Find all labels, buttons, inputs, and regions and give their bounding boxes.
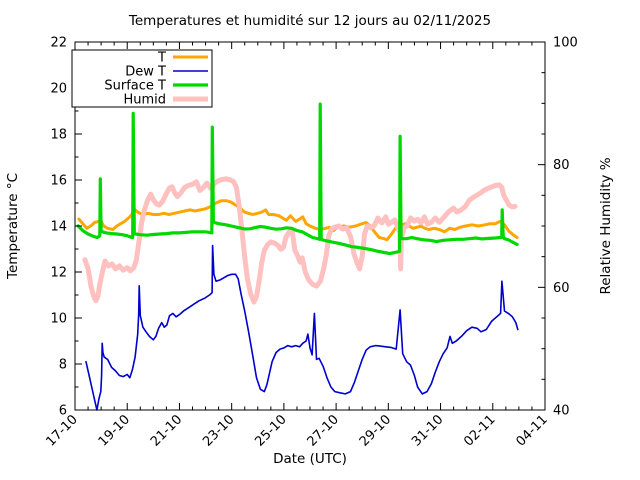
y-left-tick-label: 20 [50,82,67,97]
legend-label-surface-t: Surface T [104,79,166,94]
y-left-tick-label: 10 [50,312,67,327]
y-right-axis-ticks: 40 60 80 100 [538,36,578,419]
series-line-humid [82,176,518,305]
y-left-tick-label: 18 [50,128,67,143]
y-right-tick-label: 60 [553,281,570,296]
y-left-tick-label: 6 [59,404,67,419]
y-left-axis-ticks: 6 8 10 12 14 16 18 20 22 [50,36,82,419]
y-right-tick-label: 100 [553,36,578,51]
y-left-tick-label: 22 [50,36,67,51]
y-left-tick-label: 14 [50,220,67,235]
legend-label-humid: Humid [123,93,166,108]
series-lines [76,102,519,411]
y-left-axis-label: Temperature °C [5,173,21,280]
chart-title: Temperatures et humidité sur 12 jours au… [128,13,491,29]
y-right-tick-label: 40 [553,404,570,419]
series-line-surface-t [76,102,519,256]
y-left-tick-label: 12 [50,266,67,281]
x-axis-label: Date (UTC) [273,451,347,467]
y-left-tick-label: 8 [59,358,67,373]
series-line-t [77,199,519,242]
legend-label-t: T [157,51,166,66]
y-right-axis-label: Relative Humidity % [598,157,614,294]
series-line-dew-t [85,244,519,411]
y-left-tick-label: 16 [50,174,67,189]
legend-label-dew-t: Dew T [125,65,166,80]
y-right-tick-label: 80 [553,158,570,173]
